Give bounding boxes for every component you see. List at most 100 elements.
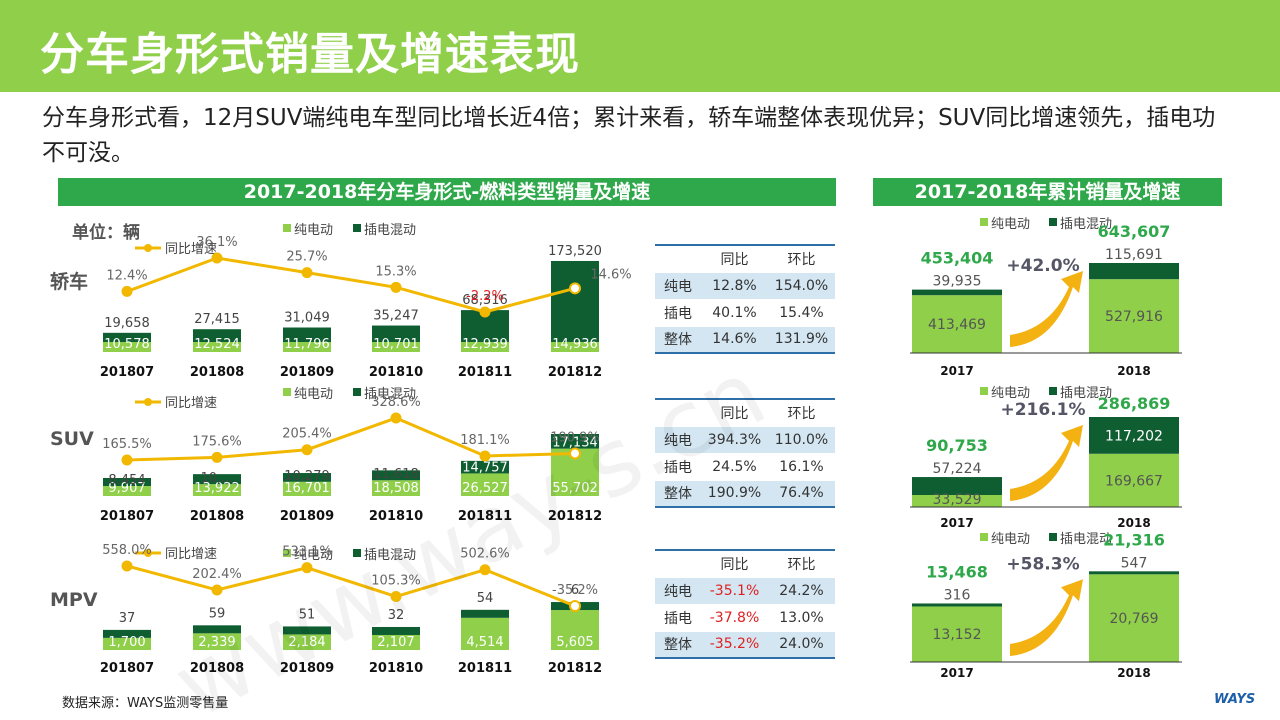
cum-bar-bev: [1089, 279, 1179, 353]
growth-point: [569, 447, 581, 460]
growth-arrow: [1010, 425, 1083, 501]
bar-bev: [551, 342, 599, 352]
cum-label-bev: 527,916: [1105, 309, 1163, 325]
table-cell: 纯电: [655, 271, 701, 299]
growth-point: [479, 564, 491, 576]
table-cell: 110.0%: [768, 425, 835, 453]
growth-label: 165.5%: [102, 437, 152, 452]
legend-bev-swatch: [283, 549, 291, 557]
legend-bev: 纯电动: [294, 548, 333, 563]
growth-label: 190.9%: [550, 430, 600, 445]
bar-bev: [283, 342, 331, 352]
cum-growth-label: +42.0%: [1006, 256, 1079, 276]
x-tick-label: 201812: [548, 509, 602, 524]
table-cell: 整体: [655, 325, 701, 354]
label-bev: 11,796: [284, 337, 330, 352]
table-cell: 14.6%: [701, 325, 768, 354]
growth-point: [211, 252, 223, 264]
table-header-cell: 环比: [768, 398, 835, 426]
table-cell: 纯电: [655, 425, 701, 453]
label-bev: 1,700: [108, 635, 145, 650]
growth-point: [390, 591, 402, 603]
cum-year-label: 2017: [940, 364, 973, 378]
table-cell: 40.1%: [701, 298, 768, 326]
cum-legend-phev-swatch: [1049, 218, 1057, 226]
cum-bar-bev: [912, 295, 1002, 353]
label-phev: 54: [477, 591, 494, 606]
growth-point: [211, 584, 223, 596]
bar-phev: [103, 478, 151, 486]
legend-phev-swatch: [353, 224, 361, 232]
table-cell: 76.4%: [768, 479, 835, 508]
label-bev: 26,527: [462, 481, 508, 496]
table-header-cell: 同比: [701, 244, 768, 272]
cum-label-phev: 115,691: [1105, 247, 1163, 263]
label-bev: 18,508: [373, 481, 419, 496]
label-phev: 8,454: [108, 473, 145, 488]
label-bev: 16,701: [284, 481, 330, 496]
label-phev: 37: [119, 611, 136, 626]
cum-bar-phev: [1089, 263, 1179, 280]
category-name: SUV: [50, 428, 94, 450]
x-tick-label: 201808: [190, 661, 244, 676]
cum-bar-bev: [1089, 453, 1179, 507]
label-phev: 6: [571, 583, 579, 598]
bar-bev: [461, 473, 509, 496]
left-section-header: 2017-2018年分车身形式-燃料类型销量及增速: [58, 178, 836, 206]
growth-table-suv: 同比 环比 纯电 394.3% 110.0% 插电 24.5% 16.1% 整体 190.9% 76…: [655, 398, 835, 508]
x-tick-label: 201810: [369, 661, 423, 676]
growth-label: 14.6%: [590, 267, 631, 282]
cum-legend-bev-swatch: [980, 387, 988, 395]
table-row: 插电 -37.8% 13.0%: [655, 603, 835, 631]
cum-growth-label: +216.1%: [1000, 400, 1085, 420]
table-row: 插电 40.1% 15.4%: [655, 298, 835, 326]
cum-bar-bev: [912, 495, 1002, 507]
category-name: 轿车: [50, 270, 88, 293]
table-header-row: 同比 环比: [655, 549, 835, 577]
cum-bar-bev: [1089, 574, 1179, 662]
growth-label: 175.6%: [192, 434, 242, 449]
table-cell: 24.5%: [701, 452, 768, 480]
growth-label: 36.1%: [196, 235, 237, 250]
bar-bev: [372, 634, 420, 650]
growth-point: [390, 281, 402, 293]
cum-label-phev: 117,202: [1105, 428, 1163, 444]
bar-bev: [283, 481, 331, 496]
growth-line: [126, 564, 576, 608]
cum-label-bev: 33,529: [933, 492, 982, 508]
table-header-cell: 同比: [701, 549, 768, 577]
legend-growth: 同比增速: [165, 547, 217, 562]
label-phev: 19,658: [104, 316, 150, 331]
label-phev: 14,757: [462, 460, 508, 475]
bar-bev: [551, 610, 599, 650]
table-cell: 24.0%: [768, 630, 835, 659]
bar-phev: [193, 329, 241, 342]
growth-point: [121, 560, 133, 572]
table-header-cell: 同比: [701, 398, 768, 426]
table-header-cell: [655, 549, 701, 577]
label-bev: 10,578: [104, 337, 150, 352]
label-bev: 2,107: [377, 635, 414, 650]
cum-legend-bev: 纯电动: [991, 386, 1030, 401]
bar-phev: [372, 470, 420, 481]
page-subtitle: 分车身形式看，12月SUV端纯电车型同比增长近4倍；累计来看，轿车端整体表现优异…: [42, 105, 1216, 166]
x-tick-label: 201809: [280, 509, 334, 524]
label-bev: 55,702: [552, 481, 598, 496]
label-bev: 2,184: [288, 635, 325, 650]
table-row: 插电 24.5% 16.1%: [655, 452, 835, 480]
label-bev: 13,922: [194, 481, 240, 496]
label-bev: 2,339: [198, 635, 235, 650]
x-tick-label: 201811: [458, 661, 512, 676]
cum-year-label: 2018: [1117, 364, 1150, 378]
table-cell: 24.2%: [768, 576, 835, 604]
cum-year-label: 2018: [1117, 666, 1150, 680]
cum-legend-bev-swatch: [980, 533, 988, 541]
bar-bev: [372, 480, 420, 496]
table-cell: 整体: [655, 630, 701, 659]
table-header-row: 同比 环比: [655, 244, 835, 272]
bar-bev: [193, 342, 241, 352]
right-section-header: 2017-2018年累计销量及增速: [873, 178, 1222, 206]
label-phev: 35,247: [373, 309, 419, 324]
category-name: MPV: [50, 589, 98, 611]
label-phev: 173,520: [548, 244, 602, 259]
